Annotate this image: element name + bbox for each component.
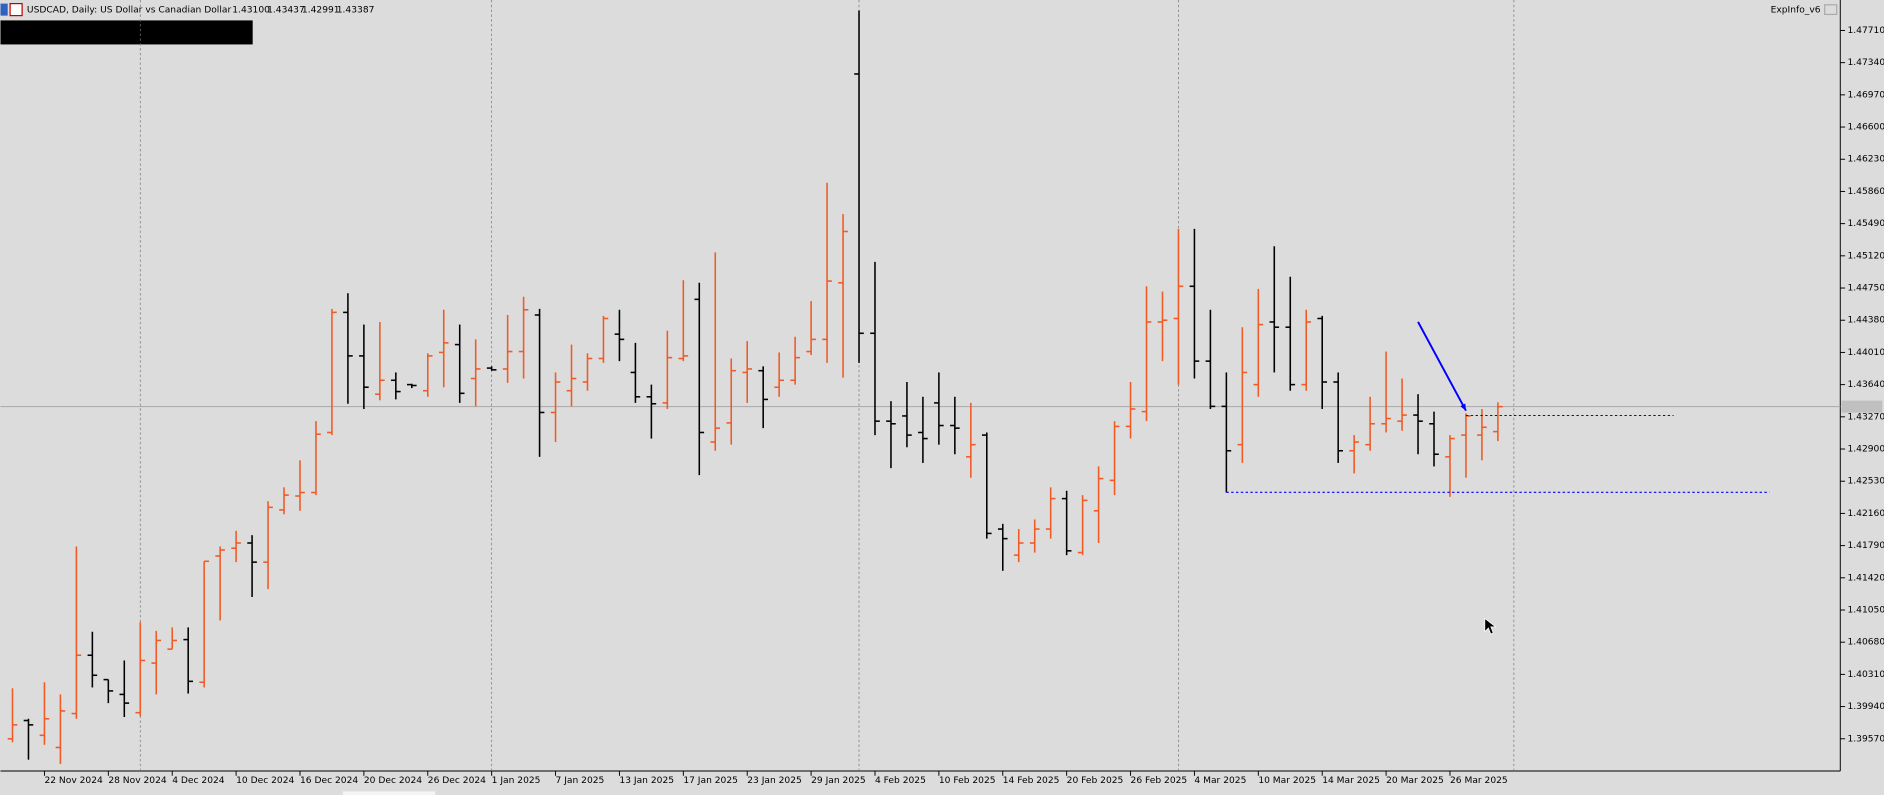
x-tick-label: 14 Mar 2025 bbox=[1322, 776, 1380, 786]
y-tick-label: 1.44010 bbox=[1847, 348, 1884, 358]
y-tick-label: 1.42900 bbox=[1847, 445, 1884, 455]
x-tick-label: 1 Jan 2025 bbox=[492, 776, 541, 786]
y-tick-label: 1.46600 bbox=[1847, 123, 1884, 133]
x-tick-label: 10 Feb 2025 bbox=[939, 776, 996, 786]
x-tick-label: 26 Dec 2024 bbox=[428, 776, 486, 786]
x-tick-label: 29 Jan 2025 bbox=[811, 776, 866, 786]
y-tick-label: 1.43640 bbox=[1847, 380, 1884, 390]
cursor bbox=[1484, 617, 1497, 635]
y-tick-label: 1.46230 bbox=[1847, 155, 1884, 165]
arrow-line bbox=[1417, 321, 1467, 412]
x-tick-label: 23 Jan 2025 bbox=[747, 776, 802, 786]
x-tick-label: 20 Mar 2025 bbox=[1386, 776, 1444, 786]
x-tick-label: 4 Feb 2025 bbox=[875, 776, 926, 786]
y-tick-label: 1.42160 bbox=[1847, 509, 1884, 519]
y-tick-label: 1.45860 bbox=[1847, 187, 1884, 197]
y-tick-label: 1.47710 bbox=[1847, 26, 1884, 36]
scrollbar[interactable] bbox=[342, 791, 436, 795]
icon bbox=[9, 3, 23, 17]
indicator-label: ExpInfo_v6 bbox=[1771, 6, 1821, 16]
x-tick-label: 20 Dec 2024 bbox=[364, 776, 422, 786]
y-tick-label: 1.40680 bbox=[1847, 638, 1884, 648]
y-tick-label: 1.44380 bbox=[1847, 316, 1884, 326]
header-value: 1.42991 bbox=[302, 6, 340, 16]
price-tag bbox=[1841, 400, 1883, 413]
y-tick-label: 1.39570 bbox=[1847, 734, 1884, 744]
x-tick-label: 28 Nov 2024 bbox=[108, 776, 167, 786]
y-tick-label: 1.41790 bbox=[1847, 541, 1884, 551]
y-tick-label: 1.45120 bbox=[1847, 251, 1884, 261]
y-tick-label: 1.47340 bbox=[1847, 58, 1884, 68]
y-tick-label: 1.46970 bbox=[1847, 90, 1884, 100]
y-tick-label: 1.44750 bbox=[1847, 284, 1884, 294]
x-tick-label: 20 Feb 2025 bbox=[1067, 776, 1124, 786]
x-tick-label: 17 Jan 2025 bbox=[683, 776, 738, 786]
x-tick-label: 10 Dec 2024 bbox=[236, 776, 294, 786]
x-tick-label: 14 Feb 2025 bbox=[1003, 776, 1060, 786]
x-tick-label: 4 Mar 2025 bbox=[1194, 776, 1246, 786]
icon bbox=[0, 3, 8, 16]
header-value: 1.43437 bbox=[267, 6, 305, 16]
x-tick-label: 26 Mar 2025 bbox=[1450, 776, 1508, 786]
arrow-head bbox=[1460, 403, 1466, 411]
header-value: 1.43387 bbox=[337, 6, 375, 16]
y-tick-label: 1.40310 bbox=[1847, 670, 1884, 680]
y-tick-label: 1.42530 bbox=[1847, 477, 1884, 487]
icon bbox=[1824, 4, 1838, 16]
y-tick-label: 1.45490 bbox=[1847, 219, 1884, 229]
x-tick-label: 16 Dec 2024 bbox=[300, 776, 358, 786]
y-tick-label: 1.41420 bbox=[1847, 573, 1884, 583]
x-tick-label: 22 Nov 2024 bbox=[44, 776, 103, 786]
y-tick-label: 1.43270 bbox=[1847, 412, 1884, 422]
x-tick-label: 10 Mar 2025 bbox=[1258, 776, 1316, 786]
header: USDCAD, Daily: US Dollar vs Canadian Dol… bbox=[27, 6, 232, 16]
x-tick-label: 13 Jan 2025 bbox=[619, 776, 674, 786]
y-tick-label: 1.41050 bbox=[1847, 605, 1884, 615]
x-tick-label: 4 Dec 2024 bbox=[172, 776, 225, 786]
info-panel bbox=[0, 20, 253, 45]
y-tick-label: 1.39940 bbox=[1847, 702, 1884, 712]
header-value: 1.43100 bbox=[232, 6, 270, 16]
x-tick-label: 7 Jan 2025 bbox=[556, 776, 605, 786]
x-tick-label: 26 Feb 2025 bbox=[1131, 776, 1188, 786]
